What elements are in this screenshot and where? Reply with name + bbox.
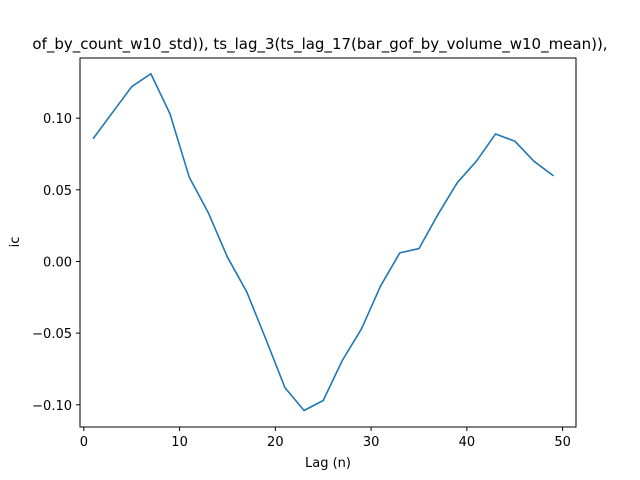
- y-tick-label: 0.05: [43, 184, 72, 199]
- x-axis-label: Lag (n): [305, 456, 351, 471]
- y-axis-label: ic: [8, 237, 23, 248]
- x-tick-label: 30: [363, 435, 380, 450]
- y-tick-label: −0.05: [32, 327, 72, 342]
- x-tick-label: 20: [267, 435, 284, 450]
- x-tick-label: 10: [171, 435, 188, 450]
- y-tick-label: 0.00: [43, 255, 72, 270]
- y-axis-ticks: −0.10 −0.05 0.00 0.05 0.10: [32, 112, 80, 414]
- axes-frame: [79, 57, 577, 428]
- series-line: [92, 72, 554, 412]
- series-layer: [92, 72, 554, 412]
- x-axis-ticks: 0 10 20 30 40 50: [80, 427, 571, 450]
- y-tick-label: −0.10: [32, 399, 72, 414]
- x-tick-label: 0: [80, 435, 88, 450]
- x-tick-label: 50: [554, 435, 571, 450]
- x-tick-label: 40: [459, 435, 476, 450]
- chart-title: of_by_count_w10_std)), ts_lag_3(ts_lag_1…: [32, 35, 607, 54]
- y-tick-label: 0.10: [43, 112, 72, 127]
